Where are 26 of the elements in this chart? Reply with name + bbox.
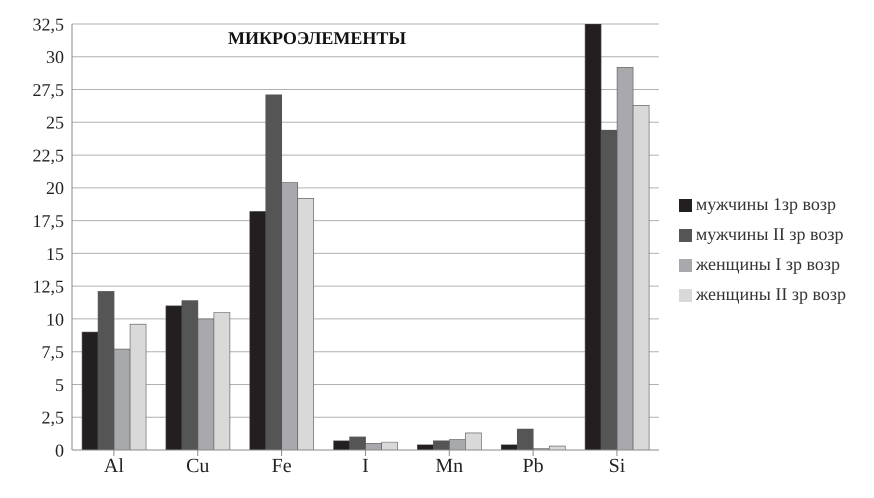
y-tick-label: 0 <box>55 440 64 460</box>
x-tick-label: Cu <box>186 455 210 478</box>
y-tick-label: 15 <box>46 244 64 264</box>
legend-label: мужчины II зр возр <box>696 224 844 244</box>
legend-label: мужчины 1зр возр <box>696 194 836 214</box>
y-tick-label: 30 <box>46 47 64 68</box>
y-tick-label: 2,5 <box>42 408 64 428</box>
legend-label: женщины I зр возр <box>696 254 840 274</box>
y-tick-label: 7,5 <box>42 342 64 362</box>
y-tick-label: 32,5 <box>32 14 64 34</box>
y-tick-label: 12,5 <box>32 276 64 297</box>
chart-title: МИКРОЭЛЕМЕНТЫ <box>228 28 406 49</box>
y-tick-label: 20 <box>46 178 64 198</box>
y-tick-label: 25 <box>46 112 64 133</box>
x-tick-label: I <box>362 455 369 478</box>
x-tick-label: Si <box>608 455 626 478</box>
y-tick-label: 5 <box>55 374 64 395</box>
y-tick-label: 22,5 <box>32 145 64 166</box>
x-tick-label: Pb <box>522 455 544 478</box>
x-tick-label: Fe <box>272 455 292 478</box>
x-tick-label: Mn <box>435 455 464 478</box>
y-tick-label: 10 <box>46 309 64 330</box>
y-tick-label: 17,5 <box>32 211 64 232</box>
x-tick-label: Al <box>104 455 124 478</box>
y-tick-label: 27,5 <box>32 80 64 100</box>
legend-label: женщины II зр возр <box>696 284 846 304</box>
